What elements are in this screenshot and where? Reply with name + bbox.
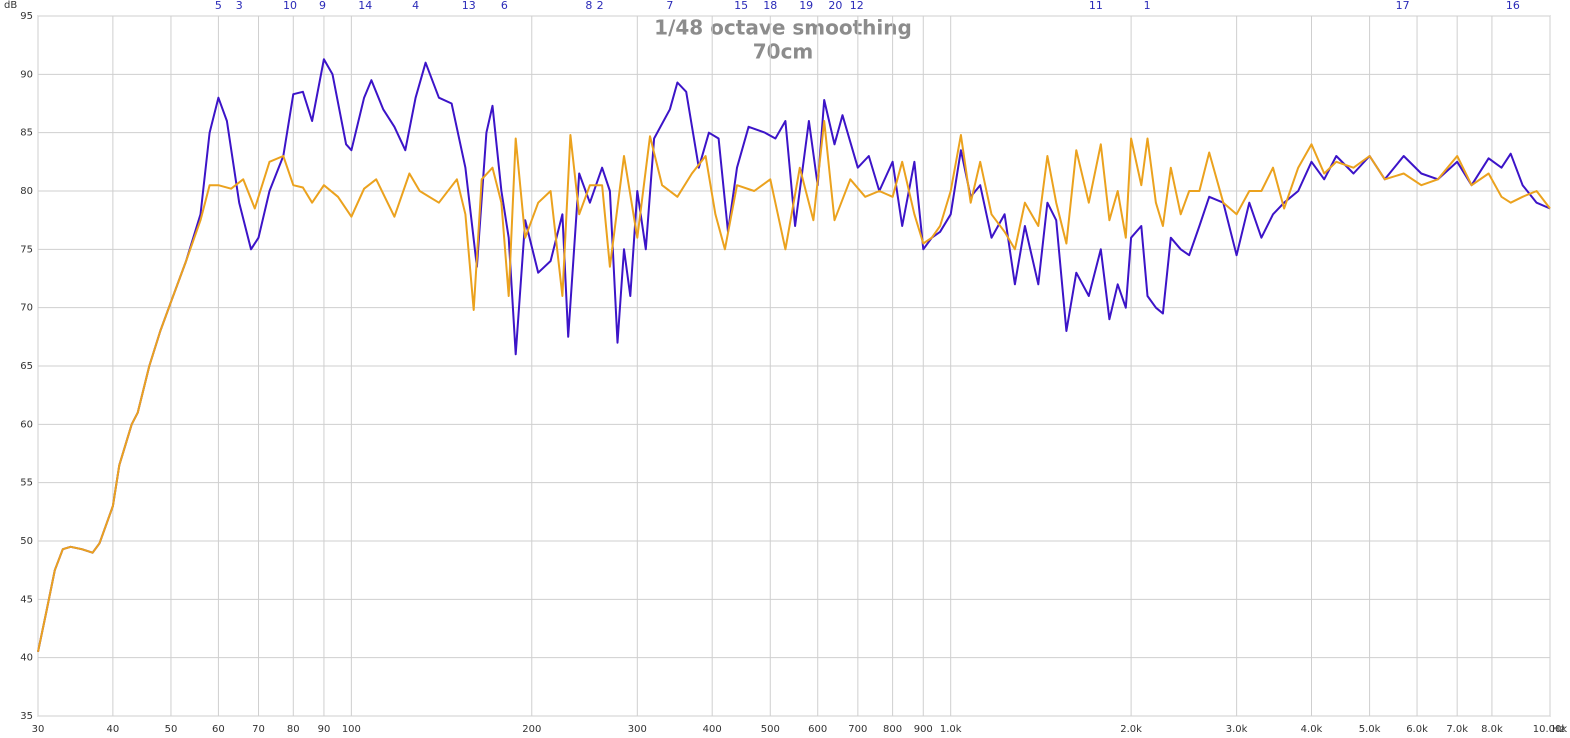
y-tick-label: 80 bbox=[20, 186, 33, 197]
chart-title: 1/48 octave smoothing bbox=[654, 16, 912, 40]
response-line bbox=[37, 58, 1551, 653]
y-tick-label: 70 bbox=[20, 303, 33, 314]
y-tick-label: 95 bbox=[20, 11, 33, 22]
x-tick-label: 8.0k bbox=[1481, 724, 1503, 735]
x-tick-label: 200 bbox=[522, 724, 541, 735]
x-tick-label: 6.0k bbox=[1406, 724, 1428, 735]
y-tick-label: 75 bbox=[20, 244, 33, 255]
mode-marker-label: 1 bbox=[1144, 0, 1151, 12]
x-tick-label: 900 bbox=[914, 724, 933, 735]
mode-marker-label: 11 bbox=[1089, 0, 1103, 12]
y-tick-label: 50 bbox=[20, 536, 33, 547]
mode-marker-label: 17 bbox=[1396, 0, 1410, 12]
x-tick-label: 60 bbox=[212, 724, 225, 735]
x-tick-label: 80 bbox=[287, 724, 300, 735]
x-tick-label: 500 bbox=[761, 724, 780, 735]
mode-marker-label: 19 bbox=[799, 0, 813, 12]
mode-marker-label: 3 bbox=[236, 0, 243, 12]
mode-marker-label: 7 bbox=[666, 0, 673, 12]
mode-marker-label: 9 bbox=[319, 0, 326, 12]
mode-marker-label: 2 bbox=[597, 0, 604, 12]
x-tick-label: 90 bbox=[318, 724, 331, 735]
x-tick-label: 800 bbox=[883, 724, 902, 735]
x-tick-label: 40 bbox=[107, 724, 120, 735]
x-tick-label: 50 bbox=[165, 724, 178, 735]
response-line bbox=[37, 120, 1551, 653]
x-tick-label: 7.0k bbox=[1446, 724, 1468, 735]
y-tick-label: 40 bbox=[20, 653, 33, 664]
x-tick-label: 300 bbox=[628, 724, 647, 735]
mode-marker-label: 5 bbox=[215, 0, 222, 12]
y-tick-label: 85 bbox=[20, 128, 33, 139]
x-tick-label: 30 bbox=[32, 724, 45, 735]
y-tick-label: 60 bbox=[20, 419, 33, 430]
x-tick-label: 70 bbox=[252, 724, 265, 735]
x-tick-label: 10.00k bbox=[1533, 724, 1568, 735]
y-axis-label: dB bbox=[4, 0, 17, 11]
mode-marker-label: 15 bbox=[734, 0, 748, 12]
mode-marker-label: 8 bbox=[585, 0, 592, 12]
mode-marker-label: 14 bbox=[358, 0, 372, 12]
mode-marker-label: 12 bbox=[850, 0, 864, 12]
x-tick-label: 700 bbox=[848, 724, 867, 735]
x-tick-label: 100 bbox=[342, 724, 361, 735]
y-tick-label: 45 bbox=[20, 594, 33, 605]
mode-marker-label: 4 bbox=[412, 0, 419, 12]
mode-marker-label: 10 bbox=[283, 0, 297, 12]
mode-marker-label: 20 bbox=[828, 0, 842, 12]
mode-marker-label: 18 bbox=[763, 0, 777, 12]
x-tick-label: 600 bbox=[808, 724, 827, 735]
mode-marker-label: 13 bbox=[462, 0, 476, 12]
chart-subtitle: 70cm bbox=[753, 40, 814, 64]
mode-marker-label: 6 bbox=[501, 0, 508, 12]
x-tick-label: 3.0k bbox=[1226, 724, 1248, 735]
y-tick-label: 35 bbox=[20, 711, 33, 722]
x-tick-label: 400 bbox=[703, 724, 722, 735]
x-tick-label: 5.0k bbox=[1359, 724, 1381, 735]
y-tick-label: 55 bbox=[20, 478, 33, 489]
x-tick-label: 2.0k bbox=[1120, 724, 1142, 735]
y-tick-label: 90 bbox=[20, 69, 33, 80]
x-tick-label: 1.0k bbox=[940, 724, 962, 735]
x-axis-label: Hz bbox=[1552, 724, 1565, 735]
x-tick-label: 4.0k bbox=[1301, 724, 1323, 735]
y-tick-label: 65 bbox=[20, 361, 33, 372]
mode-marker-label: 16 bbox=[1506, 0, 1520, 12]
